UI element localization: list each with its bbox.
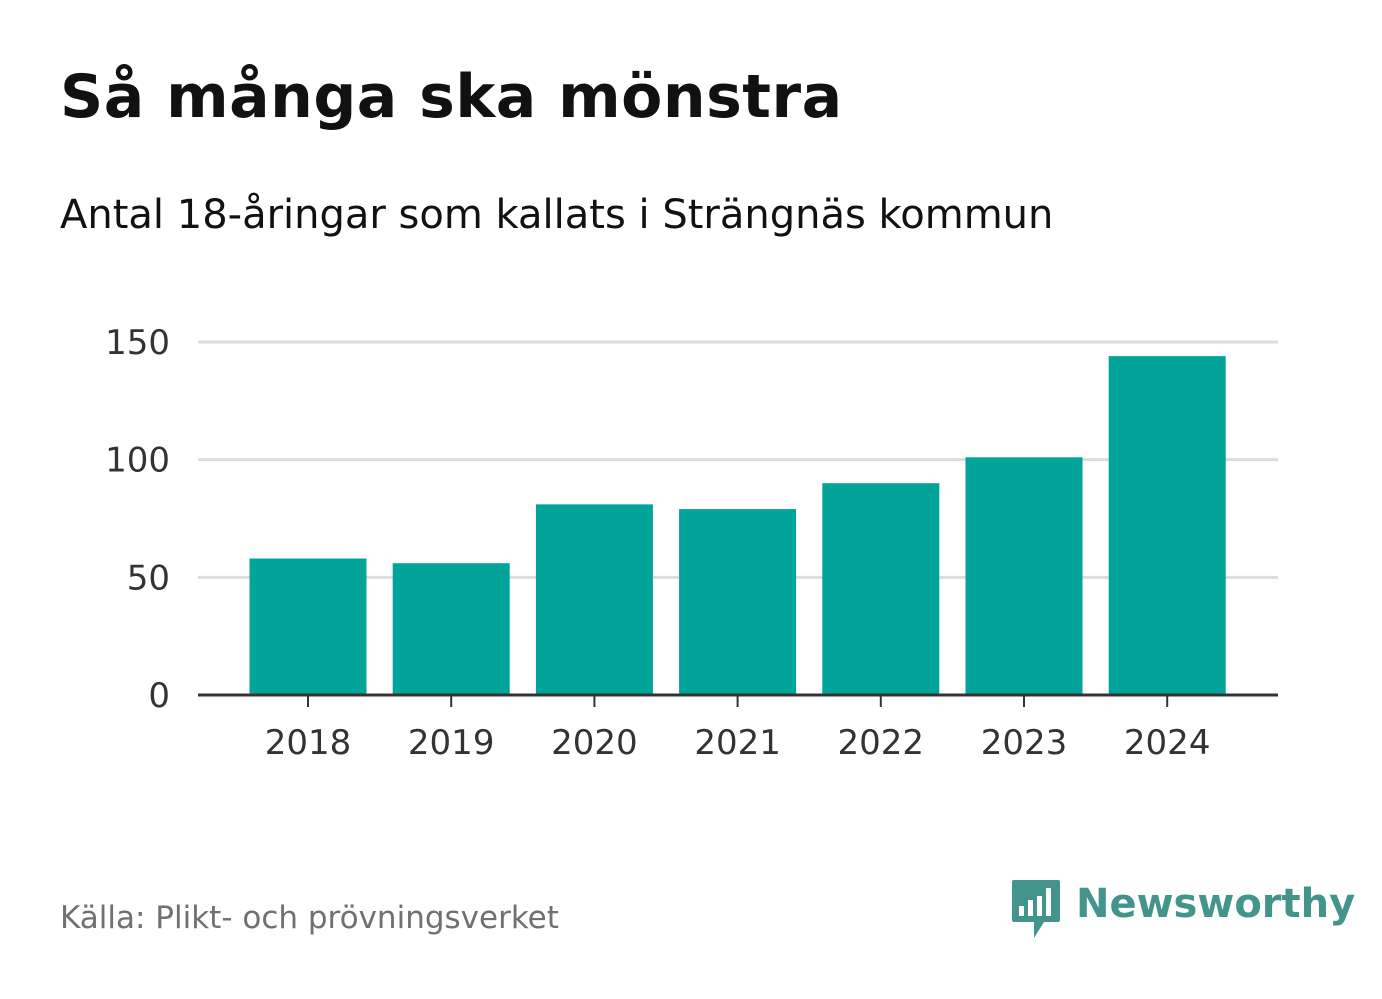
- x-tick-label-2019: 2019: [408, 723, 495, 763]
- source-note: Källa: Plikt- och prövningsverket: [60, 900, 559, 936]
- chart-title: Så många ska mönstra: [60, 62, 843, 132]
- y-tick-label-100: 100: [105, 441, 170, 481]
- bar-2019: [392, 563, 510, 695]
- bar-chart-speech-bubble-icon: [1012, 880, 1060, 938]
- axes: 0 50 100 150 2018 2019 2020 2021 2022 2023 2024: [105, 323, 1278, 763]
- x-tick-label-2023: 2023: [981, 723, 1068, 763]
- y-tick-label-50: 50: [127, 558, 170, 598]
- y-tick-label-0: 0: [148, 676, 170, 716]
- x-tick-label-2022: 2022: [838, 723, 925, 763]
- bar-2018: [249, 558, 367, 695]
- x-tick-label-2021: 2021: [694, 723, 781, 763]
- bar-2022: [822, 483, 940, 695]
- chart-subtitle: Antal 18-åringar som kallats i Strängnäs…: [60, 192, 1054, 238]
- brand-name: Newsworthy: [1076, 881, 1356, 927]
- bar-chart: 0 50 100 150 2018 2019 2020 2021 2022 2023 2024: [105, 323, 1278, 763]
- x-tick-label-2024: 2024: [1124, 723, 1211, 763]
- brand-logo: Newsworthy: [1010, 878, 1355, 942]
- bar-2020: [535, 504, 653, 695]
- bar-2021: [679, 509, 797, 695]
- x-tick-label-2020: 2020: [551, 723, 638, 763]
- y-tick-label-150: 150: [105, 323, 170, 363]
- bars: [249, 356, 1226, 695]
- bar-2024: [1108, 356, 1226, 695]
- x-tick-label-2018: 2018: [265, 723, 352, 763]
- bar-2023: [965, 457, 1083, 695]
